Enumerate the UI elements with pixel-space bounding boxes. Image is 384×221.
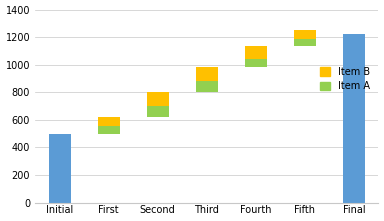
Bar: [196, 67, 218, 81]
Bar: [48, 134, 71, 203]
Legend: Item B, Item A: Item B, Item A: [316, 63, 374, 95]
Bar: [147, 106, 169, 117]
Bar: [147, 92, 169, 106]
Bar: [245, 59, 267, 67]
Bar: [98, 117, 120, 126]
Bar: [294, 38, 316, 46]
Bar: [196, 81, 218, 92]
Bar: [245, 46, 267, 59]
Bar: [294, 30, 316, 38]
Bar: [343, 34, 365, 203]
Bar: [98, 126, 120, 134]
